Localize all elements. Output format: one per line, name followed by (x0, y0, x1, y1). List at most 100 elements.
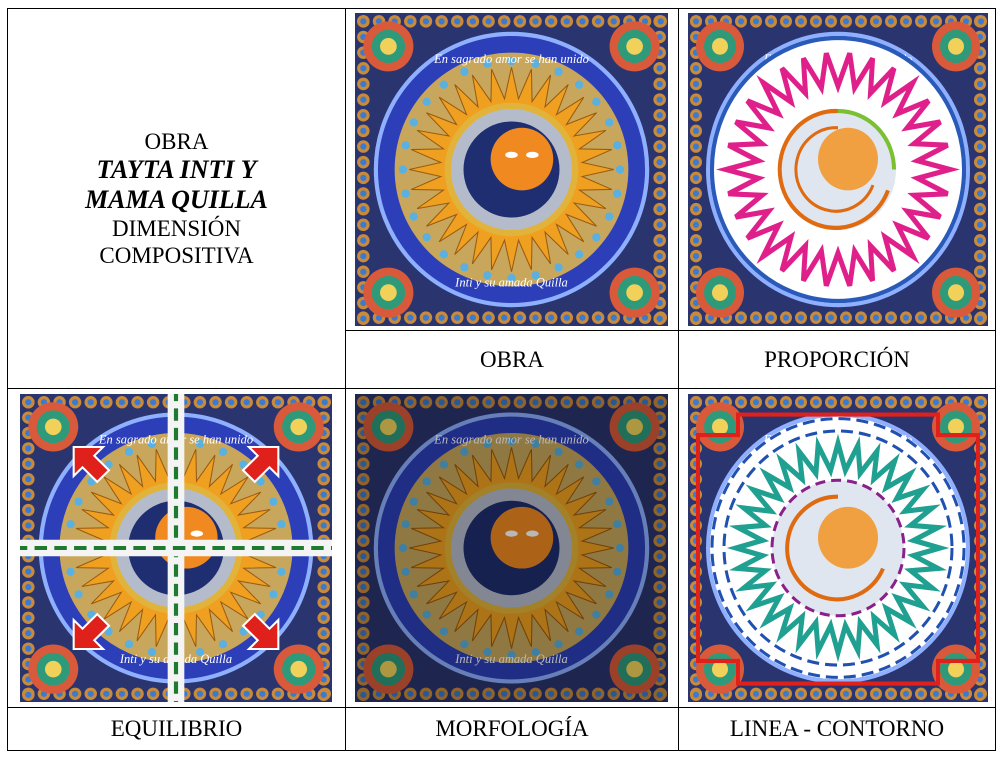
sun-face (818, 506, 878, 569)
ring-bead (66, 520, 75, 529)
ring-bead (483, 439, 492, 449)
bead (516, 690, 523, 697)
bead (501, 399, 508, 406)
bead (407, 18, 414, 25)
bead (641, 18, 649, 25)
bead (563, 314, 570, 321)
ring-bead (554, 67, 563, 76)
header-cell: OBRA TAYTA INTI Y MAMA QUILLA DIMENSIÓN … (7, 8, 346, 389)
bead (888, 399, 894, 406)
bead (858, 18, 864, 25)
ring-bead (531, 647, 540, 657)
ring-bead (460, 67, 469, 76)
orange-arc (794, 126, 875, 213)
ring-bead (613, 520, 622, 529)
bead (768, 690, 774, 697)
rosette (380, 284, 397, 301)
bead (360, 522, 367, 529)
bead (656, 553, 663, 560)
ring-bead (269, 497, 278, 506)
sun-face (490, 506, 554, 569)
bead (134, 399, 141, 406)
bead (118, 399, 126, 406)
bead (320, 691, 327, 698)
bead (243, 399, 250, 406)
bead (25, 568, 32, 575)
bead (563, 18, 570, 25)
bead (360, 553, 367, 560)
ring-bead (613, 189, 622, 198)
bead (360, 315, 367, 322)
bead (657, 399, 664, 406)
caption-cell: LINEA - CONTORNO (678, 707, 996, 751)
bead (454, 314, 461, 321)
ring-bead (554, 447, 563, 456)
rosette (712, 660, 728, 678)
ring-bead (439, 80, 449, 89)
bead (360, 237, 367, 244)
bead (656, 112, 663, 119)
blue-dash (722, 429, 954, 667)
bead (933, 314, 939, 321)
ring-bead (269, 590, 278, 599)
bead (963, 399, 969, 406)
bead (783, 690, 789, 697)
bead (693, 143, 699, 150)
ring-bead (422, 610, 431, 619)
bead (469, 690, 477, 697)
bead (873, 18, 879, 25)
bead (693, 252, 699, 260)
rosette (948, 418, 964, 436)
bead (977, 315, 983, 322)
bead (656, 206, 663, 213)
bead (656, 127, 663, 135)
ring-bead (409, 590, 418, 599)
bead (25, 506, 32, 514)
ring-bead (398, 543, 408, 553)
bead (738, 18, 744, 25)
bead (360, 206, 367, 213)
bead (469, 399, 477, 406)
bead (903, 399, 909, 406)
bead (656, 237, 663, 244)
bead (320, 583, 327, 591)
eye (526, 151, 539, 159)
inscription: En sagrado amor se han unido (433, 52, 589, 66)
ring-bead (409, 497, 418, 506)
bead (25, 645, 32, 652)
bead (813, 314, 819, 321)
bead (610, 314, 617, 321)
bead (485, 399, 492, 406)
bead (978, 399, 984, 406)
bead (320, 491, 327, 498)
bead (360, 599, 367, 606)
bead (360, 252, 367, 260)
bead (212, 399, 219, 406)
rosette (44, 660, 62, 678)
ring-bead (277, 520, 286, 529)
bead (360, 568, 367, 575)
bead (548, 314, 555, 321)
bead (501, 690, 508, 697)
bead (532, 18, 539, 25)
ring-bead (613, 141, 622, 150)
bead (843, 314, 849, 321)
bead (888, 690, 894, 697)
ring-bead (401, 189, 410, 198)
bead (903, 18, 909, 25)
bead (783, 399, 789, 406)
bead (656, 691, 663, 698)
bead (657, 18, 664, 25)
bead (274, 399, 282, 406)
bead (903, 314, 909, 321)
bead (656, 445, 663, 452)
bead (656, 65, 663, 72)
bead (656, 96, 663, 103)
bead (933, 399, 939, 406)
bead (656, 252, 663, 260)
bead (873, 314, 879, 321)
bead (485, 690, 492, 697)
